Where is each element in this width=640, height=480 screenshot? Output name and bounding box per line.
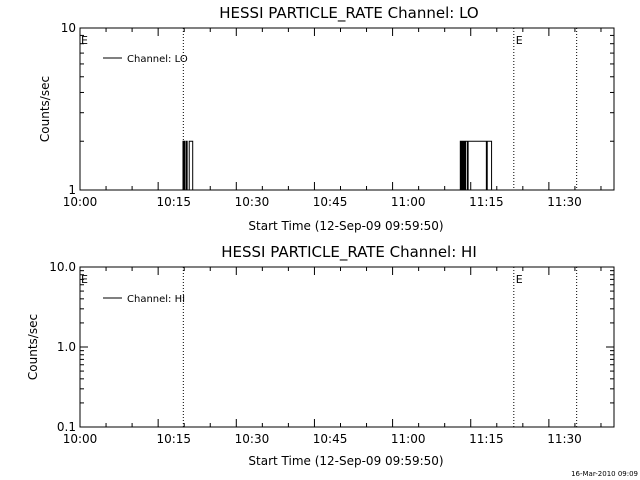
panel-hi-plot: 10:00 10:15 10:30 10:45 11:00 11:15 11:30 0.1 1.… [49,260,615,446]
panel-lo-legend-label: Channel: LO [127,54,188,65]
panel-lo-y-tick-label: 1 [68,183,76,197]
panel-lo-y-tick-label: 10 [61,21,76,35]
panel-hi-legend-label: Channel: HI [127,294,185,305]
panel-hi-frame [79,266,615,428]
panel-lo-frame [79,27,615,191]
panel-hi-xlabel: Start Time (12-Sep-09 09:59:50) [248,454,443,468]
panel-hi-x-tick-label: 10:15 [156,432,191,446]
panel-hi-x-tick-label: 10:00 [63,432,98,446]
panel-hi-y-tick-label: 1.0 [57,340,76,354]
panel-lo-x-tick-label: 10:00 [63,195,98,209]
panel-hi-x-tick-label: 11:15 [469,432,504,446]
panel-lo-plot: 10:00 10:15 10:30 10:45 11:00 11:15 11:30 1 10 E E [61,21,615,209]
panel-hi-y-tick-label: 10.0 [49,260,76,274]
panel-lo-x-tick-label: 11:00 [391,195,426,209]
panel-hi-y-tick-label: 0.1 [57,420,76,434]
panel-hi-ylabel: Counts/sec [26,314,40,380]
panel-lo-x-tick-label: 11:30 [547,195,582,209]
panel-lo-series-line [182,140,494,191]
panel-hi-x-tick-label: 11:30 [547,432,582,446]
panel-lo-x-tick-label: 10:30 [235,195,270,209]
panel-lo-event-marker-label: E [516,34,523,47]
panel-hi-x-tick-label: 10:30 [235,432,270,446]
panel-lo-x-tick-label: 11:15 [469,195,504,209]
panel-hi-x-tick-label: 11:00 [391,432,426,446]
panel-lo-x-tick-label: 10:45 [313,195,348,209]
panel-hi-x-tick-label: 10:45 [313,432,348,446]
footer-timestamp: 16-Mar-2010 09:09 [571,470,638,478]
panel-lo-title: HESSI PARTICLE_RATE Channel: LO [219,4,478,23]
panel-hi-edge-label: E [81,273,88,286]
panel-hi-title: HESSI PARTICLE_RATE Channel: HI [221,243,477,262]
panel-lo-edge-label: E [81,34,88,47]
panel-hi-event-marker-label: E [516,273,523,286]
panel-lo-x-tick-label: 10:15 [156,195,191,209]
panel-lo-ylabel: Counts/sec [38,76,52,142]
panel-lo-xlabel: Start Time (12-Sep-09 09:59:50) [248,219,443,233]
